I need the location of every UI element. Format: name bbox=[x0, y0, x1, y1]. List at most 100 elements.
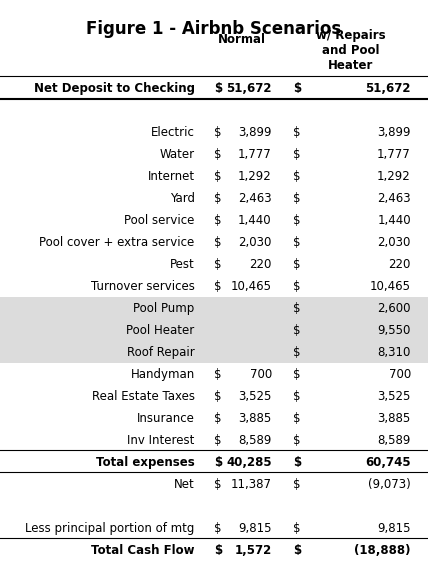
Text: $: $ bbox=[293, 346, 301, 359]
Text: $: $ bbox=[214, 258, 222, 271]
Text: 2,030: 2,030 bbox=[238, 236, 272, 249]
Text: (9,073): (9,073) bbox=[368, 478, 411, 490]
Text: Figure 1 - Airbnb Scenarios: Figure 1 - Airbnb Scenarios bbox=[86, 20, 342, 38]
Text: $: $ bbox=[293, 522, 301, 534]
Text: $: $ bbox=[293, 302, 301, 315]
Text: 51,672: 51,672 bbox=[366, 82, 411, 95]
Text: Handyman: Handyman bbox=[131, 368, 195, 381]
Text: Inv Interest: Inv Interest bbox=[128, 434, 195, 447]
Text: 40,285: 40,285 bbox=[226, 456, 272, 469]
Text: 700: 700 bbox=[389, 368, 411, 381]
Text: $: $ bbox=[293, 214, 301, 227]
Text: 220: 220 bbox=[250, 258, 272, 271]
Text: $: $ bbox=[214, 280, 222, 293]
Text: $: $ bbox=[214, 390, 222, 403]
Text: $: $ bbox=[293, 456, 301, 469]
Text: 3,899: 3,899 bbox=[377, 126, 411, 139]
Text: 1,777: 1,777 bbox=[377, 148, 411, 161]
Text: 3,525: 3,525 bbox=[238, 390, 272, 403]
Text: $: $ bbox=[293, 258, 301, 271]
Text: $: $ bbox=[214, 148, 222, 161]
Text: 700: 700 bbox=[250, 368, 272, 381]
Text: $: $ bbox=[214, 412, 222, 425]
Text: 60,745: 60,745 bbox=[365, 456, 411, 469]
Text: $: $ bbox=[214, 544, 222, 557]
Text: Internet: Internet bbox=[148, 170, 195, 183]
Text: 1,440: 1,440 bbox=[238, 214, 272, 227]
Text: $: $ bbox=[293, 126, 301, 139]
Text: 9,815: 9,815 bbox=[238, 522, 272, 534]
Text: $: $ bbox=[214, 82, 222, 95]
Text: w/ Repairs
and Pool
Heater: w/ Repairs and Pool Heater bbox=[316, 29, 386, 71]
Text: Water: Water bbox=[160, 148, 195, 161]
Text: Electric: Electric bbox=[151, 126, 195, 139]
Text: $: $ bbox=[293, 434, 301, 447]
Text: 1,292: 1,292 bbox=[377, 170, 411, 183]
Text: 2,030: 2,030 bbox=[377, 236, 411, 249]
Text: 10,465: 10,465 bbox=[231, 280, 272, 293]
Text: Pest: Pest bbox=[170, 258, 195, 271]
Text: $: $ bbox=[214, 126, 222, 139]
Text: 1,572: 1,572 bbox=[235, 544, 272, 557]
Text: 2,463: 2,463 bbox=[377, 192, 411, 205]
Text: 2,463: 2,463 bbox=[238, 192, 272, 205]
Text: 3,885: 3,885 bbox=[377, 412, 411, 425]
Text: 1,292: 1,292 bbox=[238, 170, 272, 183]
Text: Turnover services: Turnover services bbox=[91, 280, 195, 293]
Text: Pool Pump: Pool Pump bbox=[134, 302, 195, 315]
Text: $: $ bbox=[214, 368, 222, 381]
Text: $: $ bbox=[214, 236, 222, 249]
Text: $: $ bbox=[293, 280, 301, 293]
Text: 9,815: 9,815 bbox=[377, 522, 411, 534]
Text: $: $ bbox=[214, 522, 222, 534]
Text: Yard: Yard bbox=[170, 192, 195, 205]
Text: 3,899: 3,899 bbox=[238, 126, 272, 139]
Text: 11,387: 11,387 bbox=[231, 478, 272, 490]
Text: Pool Heater: Pool Heater bbox=[127, 324, 195, 337]
Text: (18,888): (18,888) bbox=[354, 544, 411, 557]
Text: $: $ bbox=[293, 412, 301, 425]
Text: 10,465: 10,465 bbox=[370, 280, 411, 293]
Text: Net Deposit to Checking: Net Deposit to Checking bbox=[34, 82, 195, 95]
Text: $: $ bbox=[214, 192, 222, 205]
Text: $: $ bbox=[293, 478, 301, 490]
Text: Pool service: Pool service bbox=[125, 214, 195, 227]
Text: $: $ bbox=[293, 148, 301, 161]
Text: 3,525: 3,525 bbox=[377, 390, 411, 403]
Text: Real Estate Taxes: Real Estate Taxes bbox=[92, 390, 195, 403]
Text: Total expenses: Total expenses bbox=[96, 456, 195, 469]
Text: 220: 220 bbox=[389, 258, 411, 271]
Text: Pool cover + extra service: Pool cover + extra service bbox=[39, 236, 195, 249]
Text: Roof Repair: Roof Repair bbox=[127, 346, 195, 359]
Text: 1,777: 1,777 bbox=[238, 148, 272, 161]
Text: 3,885: 3,885 bbox=[238, 412, 272, 425]
Text: 8,589: 8,589 bbox=[377, 434, 411, 447]
Text: $: $ bbox=[293, 390, 301, 403]
Text: Less principal portion of mtg: Less principal portion of mtg bbox=[25, 522, 195, 534]
Text: $: $ bbox=[214, 478, 222, 490]
Text: 2,600: 2,600 bbox=[377, 302, 411, 315]
Text: $: $ bbox=[214, 434, 222, 447]
Text: 9,550: 9,550 bbox=[377, 324, 411, 337]
Text: $: $ bbox=[293, 544, 301, 557]
Text: $: $ bbox=[214, 456, 222, 469]
FancyBboxPatch shape bbox=[0, 297, 428, 319]
Text: $: $ bbox=[293, 324, 301, 337]
Text: 8,589: 8,589 bbox=[238, 434, 272, 447]
Text: $: $ bbox=[214, 170, 222, 183]
Text: $: $ bbox=[293, 368, 301, 381]
Text: 1,440: 1,440 bbox=[377, 214, 411, 227]
Text: 51,672: 51,672 bbox=[226, 82, 272, 95]
Text: $: $ bbox=[293, 192, 301, 205]
FancyBboxPatch shape bbox=[0, 319, 428, 341]
Text: $: $ bbox=[293, 236, 301, 249]
Text: Total Cash Flow: Total Cash Flow bbox=[91, 544, 195, 557]
Text: Insurance: Insurance bbox=[137, 412, 195, 425]
Text: Net: Net bbox=[174, 478, 195, 490]
Text: 8,310: 8,310 bbox=[377, 346, 411, 359]
Text: Normal: Normal bbox=[218, 33, 266, 46]
Text: $: $ bbox=[293, 170, 301, 183]
FancyBboxPatch shape bbox=[0, 341, 428, 363]
Text: $: $ bbox=[293, 82, 301, 95]
Text: $: $ bbox=[214, 214, 222, 227]
